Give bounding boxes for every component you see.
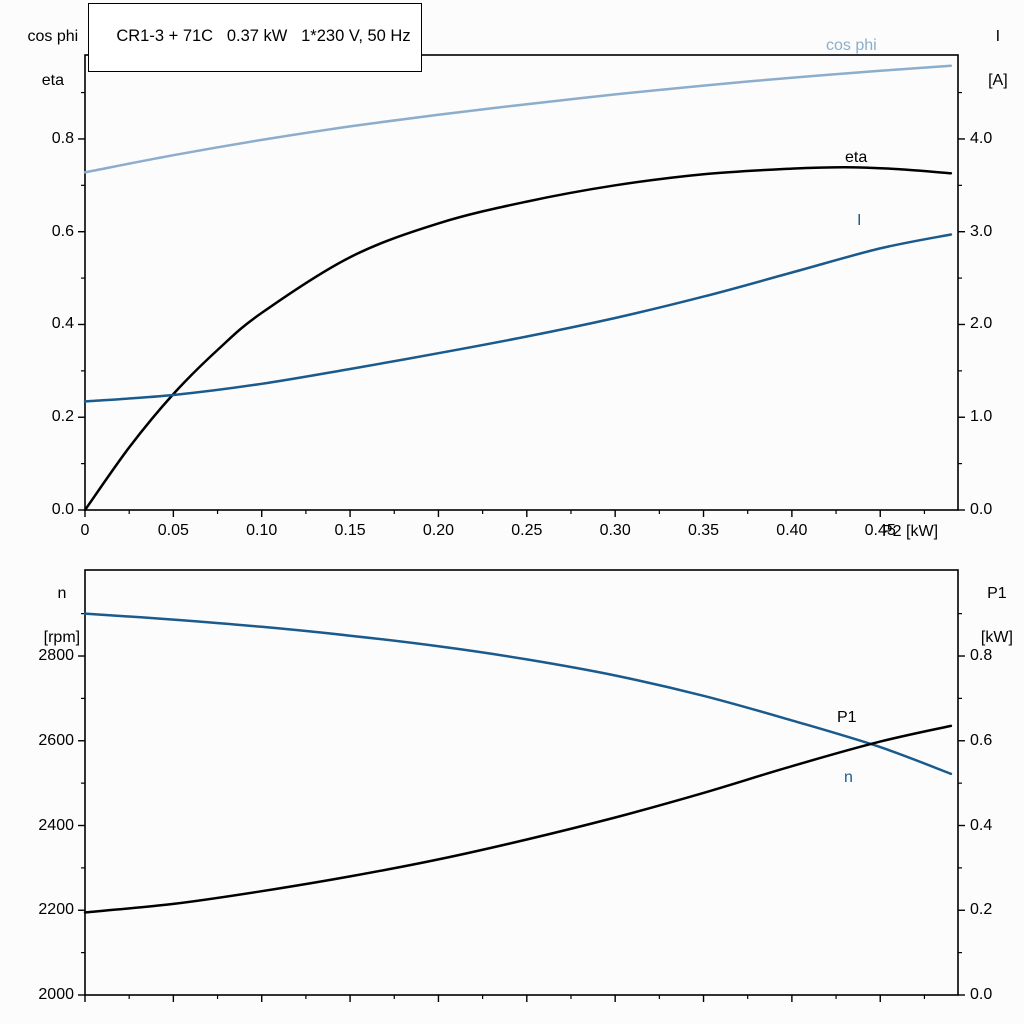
x-tick-label: 0.20 [422,522,454,539]
plot-frame-0 [84,54,959,511]
x-tick-label: 0.05 [157,522,189,539]
x-tick-label: 0.25 [511,522,543,539]
axis-label-eta: eta [41,72,65,89]
chart-title-box: CR1-3 + 71C 0.37 kW 1*230 V, 50 Hz [88,3,422,72]
curve-cos-phi [83,64,953,174]
axis-label-speed-unit: [rpm] [43,629,81,646]
y-right-tick-label: 0.0 [970,501,993,518]
y-left-tick-label: 2600 [38,731,74,749]
y-right-tick-label: 0.8 [970,647,993,665]
axis-label-current-unit: [A] [988,72,1008,89]
y-right-tick-label: 2.0 [970,315,993,333]
curve-label-current: I [857,212,862,229]
axis-label-cos-phi: cos phi [27,28,79,45]
curve-label-p1: P1 [837,709,857,726]
y-right-tick-label: 4.0 [970,129,993,147]
curve-label-cos-phi: cos phi [826,37,877,54]
axis-label-top-left: cos phi eta [0,4,88,114]
y-right-tick-label: 0.2 [970,901,993,919]
y-left-tick-label: 2000 [38,986,74,1003]
y-right-tick-label: 1.0 [970,408,993,426]
axis-label-p1-unit: [kW] [980,629,1013,646]
curve-label-eta: eta [845,149,868,166]
axis-label-bottom-right: P1 [kW] [956,561,1020,671]
axis-label-top-right: I [A] [960,4,1018,114]
y-left-tick-label: 2200 [38,901,74,919]
x-tick-label: 0.15 [334,522,366,539]
curve-p1 [83,724,953,914]
x-tick-label: 0.45 [864,522,896,539]
axis-label-p1: P1 [987,585,1007,602]
y-left-tick-label: 0.6 [51,222,74,240]
y-right-tick-label: 0.4 [970,816,993,834]
y-right-tick-label: 0.6 [970,731,993,749]
y-right-tick-label: 0.0 [970,986,993,1003]
x-tick-label: 0 [80,522,90,539]
curve-n [83,612,953,776]
y-left-tick-label: 0.4 [51,315,74,333]
y-left-tick-label: 0.2 [51,408,74,426]
x-tick-label: 0.35 [687,522,720,539]
y-left-tick-label: 2800 [38,647,74,665]
y-left-tick-label: 2400 [38,816,74,834]
x-axis-label: P2 [kW] [882,523,939,540]
curve-label-n: n [844,769,853,786]
axis-label-speed: n [57,585,67,602]
curve-eta [83,165,953,512]
x-tick-label: 0.40 [776,522,808,539]
plot-frame-1 [84,569,959,996]
x-tick-label: 0.10 [246,522,278,539]
chart-title: CR1-3 + 71C 0.37 kW 1*230 V, 50 Hz [116,27,411,45]
y-left-tick-label: 0.0 [51,501,74,518]
axis-label-current: I [995,28,1001,45]
curve-i [83,233,953,403]
y-left-tick-label: 0.8 [51,129,74,147]
y-right-tick-label: 3.0 [970,222,993,240]
x-tick-label: 0.30 [599,522,631,539]
axis-label-bottom-left: n [rpm] [12,561,94,671]
